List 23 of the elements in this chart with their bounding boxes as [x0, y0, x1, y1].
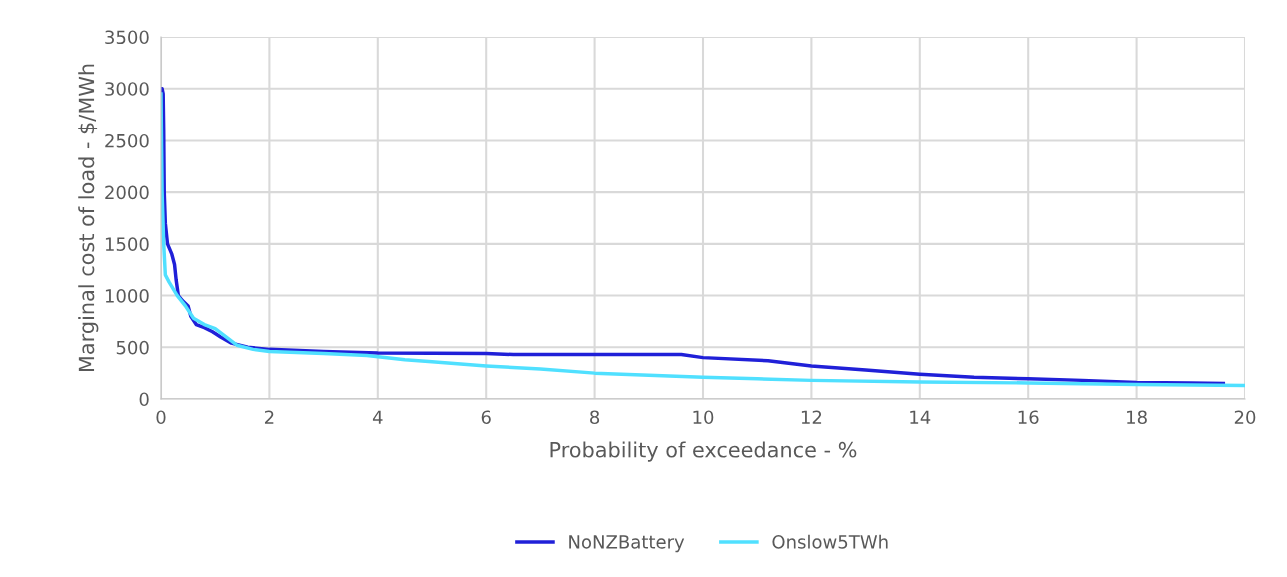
x-tick-label: 0 — [156, 410, 166, 425]
y-tick-label: 500 — [116, 340, 149, 355]
legend-label: Onslow5TWh — [772, 534, 888, 549]
y-tick-label: 0 — [139, 392, 149, 407]
x-tick-label: 12 — [801, 410, 822, 424]
y-tick-label: 2500 — [105, 133, 149, 148]
x-tick-label: 20 — [1234, 410, 1256, 425]
y-tick-label: 3500 — [105, 30, 149, 45]
legend-label: NoNZBattery — [569, 535, 685, 553]
y-tick-label: 1500 — [105, 237, 149, 251]
x-tick-label: 6 — [481, 410, 491, 425]
y-tick-label: 1000 — [105, 289, 149, 303]
x-tick-label: 2 — [264, 410, 274, 424]
x-tick-label: 4 — [372, 410, 383, 424]
x-tick-label: 10 — [693, 410, 714, 425]
x-tick-label: 18 — [1127, 410, 1147, 425]
y-tick-label: 3000 — [105, 82, 149, 96]
x-tick-label: 14 — [910, 410, 931, 424]
x-tick-label: 16 — [1018, 410, 1039, 425]
y-tick-label: 2000 — [105, 185, 149, 200]
x-tick-label: 8 — [590, 410, 600, 425]
y-axis-title: Marginal cost of load - $/MWh — [78, 64, 99, 372]
x-axis-title: Probability of exceedance - % — [550, 441, 857, 462]
